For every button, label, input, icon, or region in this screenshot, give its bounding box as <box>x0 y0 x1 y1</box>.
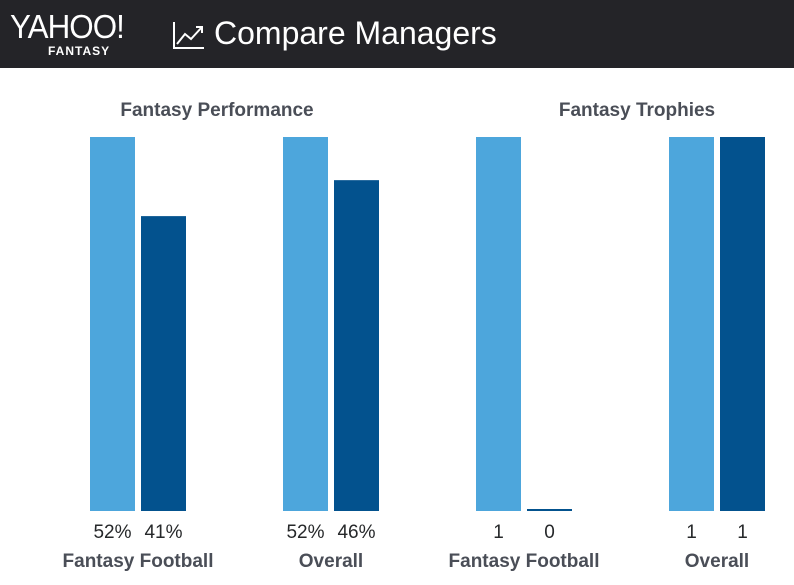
fantasy-performance-fantasy-football-value-1: 52% <box>93 522 131 543</box>
fantasy-performance-overall-bar-1[interactable] <box>283 137 328 511</box>
fantasy-trophies-overall-value-2: 1 <box>737 522 748 543</box>
yahoo-fantasy-logo[interactable]: YAHOO! FANTASY <box>10 8 150 60</box>
fantasy-trophies-overall-bar-1[interactable] <box>669 137 714 511</box>
fantasy-performance-overall-bar-2[interactable] <box>334 180 379 511</box>
fantasy-performance-fantasy-football-value-2: 41% <box>144 522 182 543</box>
fantasy-performance-fantasy-football-bar-1[interactable] <box>90 137 135 511</box>
fantasy-trophies-fantasy-football-label: Fantasy Football <box>449 551 600 572</box>
fantasy-trophies-fantasy-football-bar-2[interactable] <box>527 509 572 511</box>
fantasy-trophies-overall-label: Overall <box>685 551 749 572</box>
fantasy-performance-overall-label: Overall <box>299 551 363 572</box>
fantasy-performance-fantasy-football-label: Fantasy Football <box>63 551 214 572</box>
charts-area: Fantasy Performance 52% 41% Fantasy Footbal… <box>63 100 765 572</box>
fantasy-trophies-fantasy-football-value-1: 1 <box>493 522 504 543</box>
trend-line-icon <box>173 22 204 49</box>
fantasy-performance-fantasy-football-bar-2[interactable] <box>141 216 186 511</box>
top-bar: YAHOO! FANTASY Compare Managers <box>0 0 794 68</box>
fantasy-performance-overall-value-2: 46% <box>337 522 375 543</box>
fantasy-trophies-fantasy-football-value-2: 0 <box>544 522 555 543</box>
fantasy-trophies-fantasy-football-bar-1[interactable] <box>476 137 521 511</box>
logo-subtitle: FANTASY <box>48 44 111 58</box>
page-title: Compare Managers <box>214 15 497 51</box>
fantasy-performance-overall-value-1: 52% <box>286 522 324 543</box>
fantasy-trophies-title: Fantasy Trophies <box>559 100 715 121</box>
logo-wordmark: YAHOO! <box>10 8 125 45</box>
fantasy-trophies-overall-bar-2[interactable] <box>720 137 765 511</box>
fantasy-performance-title: Fantasy Performance <box>120 100 313 121</box>
fantasy-trophies-overall-value-1: 1 <box>686 522 697 543</box>
